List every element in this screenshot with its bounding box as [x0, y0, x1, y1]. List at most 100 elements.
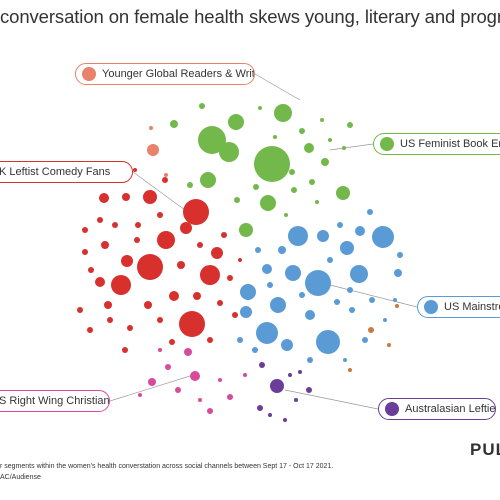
bubble-leftist	[111, 275, 131, 295]
bubble-other	[395, 304, 399, 308]
segment-dot-icon	[385, 402, 399, 416]
bubble-other	[387, 343, 391, 347]
segment-label-younger[interactable]: Younger Global Readers & Writers	[75, 63, 255, 85]
bubble-feminist	[273, 135, 277, 139]
bubble-leftist	[127, 325, 133, 331]
bubble-mainstream	[383, 318, 387, 322]
bubble-leftist	[99, 193, 109, 203]
segment-label-text: US Mainstrea	[444, 301, 500, 313]
bubble-mainstream	[347, 287, 353, 293]
bubble-mainstream	[394, 269, 402, 277]
bubble-mainstream	[270, 297, 286, 313]
segment-label-text: S Right Wing Christians	[0, 395, 110, 407]
bubble-mainstream	[317, 230, 329, 242]
bubble-feminist	[336, 186, 350, 200]
bubble-leftist	[122, 347, 128, 353]
bubble-mainstream	[267, 282, 273, 288]
bubble-feminist	[234, 197, 240, 203]
bubble-leftist	[238, 258, 242, 262]
bubble-lefties	[306, 387, 312, 393]
connector-line-leftist	[132, 171, 186, 211]
bubble-lefties	[268, 413, 272, 417]
bubble-christians	[138, 393, 142, 397]
bubble-mainstream	[305, 310, 315, 320]
bubble-other	[368, 327, 374, 333]
bubble-feminist	[328, 138, 332, 142]
bubble-feminist	[315, 200, 319, 204]
bubble-leftist	[134, 237, 140, 243]
bubble-leftist	[221, 232, 227, 238]
bubble-leftist	[183, 199, 209, 225]
bubble-leftist	[232, 312, 238, 318]
segment-label-text: US Feminist Book Enth	[400, 138, 500, 150]
bubble-leftist	[82, 249, 88, 255]
bubble-leftist	[97, 217, 103, 223]
segment-label-lefties[interactable]: Australasian Lefties	[378, 398, 496, 420]
bubble-mainstream	[285, 265, 301, 281]
connector-line-christians	[109, 375, 191, 402]
bubble-feminist	[200, 172, 216, 188]
segment-label-text: K Leftist Comedy Fans	[0, 166, 111, 178]
segment-dot-icon	[424, 300, 438, 314]
bubble-mainstream	[307, 357, 313, 363]
bubble-feminist	[284, 213, 288, 217]
segment-label-christians[interactable]: S Right Wing Christians	[0, 390, 110, 412]
bubble-leftist	[169, 339, 175, 345]
bubble-leftist	[193, 292, 201, 300]
bubble-feminist	[291, 187, 297, 193]
segment-dot-icon	[82, 67, 96, 81]
segment-label-feminist[interactable]: US Feminist Book Enth	[373, 133, 500, 155]
bubble-mainstream	[281, 339, 293, 351]
bubble-mainstream	[316, 330, 340, 354]
bubble-leftist	[217, 300, 223, 306]
bubble-feminist	[321, 158, 329, 166]
bubble-mainstream	[367, 209, 373, 215]
bubble-christians	[198, 398, 202, 402]
chart-title: conversation on female health skews youn…	[0, 6, 500, 27]
bubble-feminist	[253, 184, 259, 190]
bubble-mainstream	[327, 257, 333, 263]
segment-dot-icon	[380, 137, 394, 151]
bubble-lefties	[283, 418, 287, 422]
bubble-mainstream	[252, 347, 258, 353]
bubble-leftist	[135, 222, 141, 228]
bubble-leftist	[88, 267, 94, 273]
bubble-feminist	[254, 146, 290, 182]
bubble-christians	[175, 387, 181, 393]
bubble-lefties	[257, 405, 263, 411]
bubble-mainstream	[288, 226, 308, 246]
bubble-feminist	[320, 118, 324, 122]
bubble-younger	[147, 144, 159, 156]
segment-label-mainstream[interactable]: US Mainstrea	[417, 296, 500, 318]
bubble-younger	[164, 173, 168, 177]
bubble-leftist	[177, 261, 185, 269]
bubble-leftist	[157, 212, 163, 218]
bubble-feminist	[289, 169, 295, 175]
bubble-mainstream	[240, 284, 256, 300]
bubble-leftist	[104, 301, 112, 309]
bubble-feminist	[299, 128, 305, 134]
bubble-leftist	[179, 311, 205, 337]
bubble-feminist	[309, 179, 315, 185]
bubble-christians	[190, 371, 200, 381]
bubble-mainstream	[256, 322, 278, 344]
segment-label-leftist[interactable]: K Leftist Comedy Fans	[0, 161, 133, 183]
bubble-lefties	[298, 370, 302, 374]
bubble-christians	[243, 373, 247, 377]
bubble-lefties	[294, 398, 298, 402]
bubble-leftist	[162, 177, 168, 183]
bubble-mainstream	[305, 270, 331, 296]
bubble-other	[348, 368, 352, 372]
bubble-leftist	[211, 247, 223, 259]
connector-line-lefties	[284, 389, 379, 410]
bubble-mainstream	[350, 265, 368, 283]
bubble-feminist	[170, 120, 178, 128]
bubble-mainstream	[369, 297, 375, 303]
bubble-feminist	[199, 103, 205, 109]
bubble-feminist	[274, 104, 292, 122]
bubble-leftist	[143, 190, 157, 204]
bubble-feminist	[347, 122, 353, 128]
bubble-younger	[149, 126, 153, 130]
bubble-feminist	[198, 126, 226, 154]
bubble-leftist	[180, 222, 192, 234]
